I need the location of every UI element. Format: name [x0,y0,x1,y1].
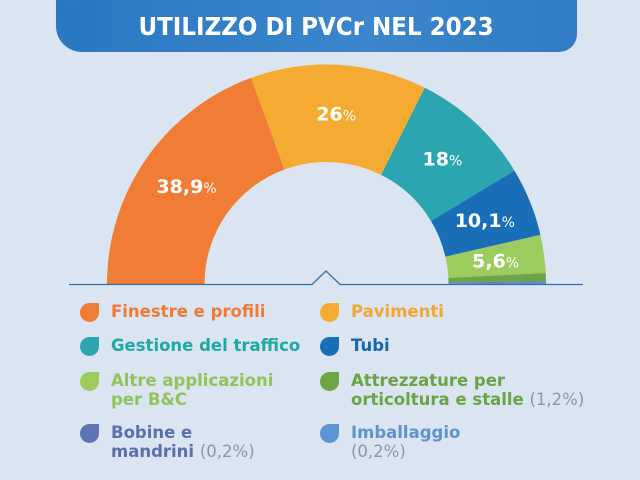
legend-item-imballaggio: Imballaggio (0,2%) [320,423,460,461]
legend-item-attrezzature: Attrezzature per orticoltura e stalle (1… [320,371,584,409]
slice-2 [250,64,425,175]
slice-8 [448,282,546,284]
slice-1 [107,77,285,284]
drop-icon [320,424,339,443]
legend-label-line1: Altre applicazioni [111,371,274,390]
semi-donut-chart: 38,9% 26% 18% 10,1% 5,6% [69,64,583,286]
legend-item-tubi: Tubi [320,336,390,356]
legend-item-pavimenti: Pavimenti [320,302,444,322]
drop-icon [320,372,339,391]
legend-label: Tubi [351,336,390,355]
legend-item-bobine: Bobine e mandrini (0,2%) [80,423,255,461]
drop-icon [80,337,99,356]
legend-percentage: (0,2%) [199,442,255,461]
drop-icon [320,303,339,322]
legend-label-line1: Attrezzature per [351,371,506,390]
slice-value-label: 38,9% [156,176,216,198]
slice-3 [381,87,515,222]
legend-percentage: (1,2%) [529,390,585,409]
legend-percentage: (0,2%) [351,442,406,461]
legend-label-line1: Imballaggio [351,423,461,442]
drop-icon [80,303,99,322]
drop-icon [320,337,339,356]
legend-item-finestre: Finestre e profili [80,302,265,322]
title-banner: UTILIZZO DI PVCr NEL 2023 [56,0,577,52]
slice-7 [448,281,546,284]
chart-title: UTILIZZO DI PVCr NEL 2023 [138,11,495,41]
legend-label-line2: mandrini [111,442,195,461]
legend-label-line1: Bobine e [111,423,193,442]
legend-label: Finestre e profili [111,302,266,321]
slice-value-label: 10,1% [455,210,515,232]
drop-icon [80,424,99,443]
legend-label-line2: per B&C [111,390,187,409]
chart-labels: 38,9% 26% 18% 10,1% 5,6% [156,104,519,273]
baseline [69,270,583,286]
legend-label: Pavimenti [351,302,444,321]
drop-icon [80,372,99,391]
slice-5 [445,234,546,278]
legend-item-altre-applicazioni: Altre applicazioni per B&C [80,371,273,409]
slice-6 [448,272,546,283]
slice-4 [430,170,541,257]
slice-value-label: 26% [316,104,356,126]
slice-value-label: 18% [423,149,463,171]
legend-label: Gestione del traffico [111,336,301,355]
legend-item-gestione-traffico: Gestione del traffico [80,336,300,356]
slice-value-label: 5,6% [472,251,519,273]
legend-label-line2: orticoltura e stalle [351,390,524,409]
chart-slices [107,64,546,284]
